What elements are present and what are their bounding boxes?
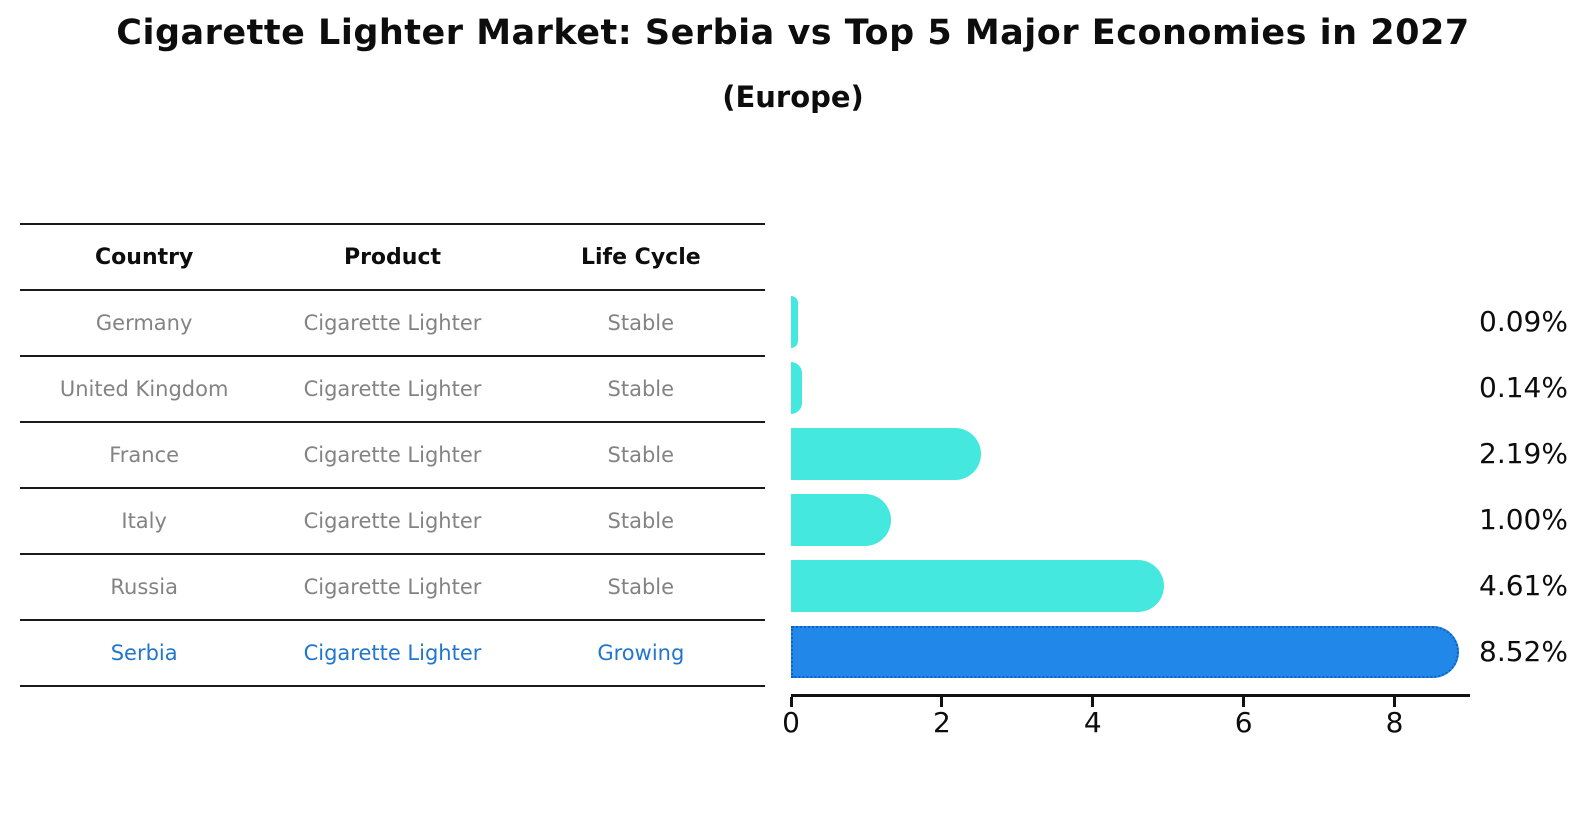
cell-country: Serbia bbox=[110, 641, 178, 665]
cell-country: Italy bbox=[121, 509, 167, 533]
table-row-russia: Russia Cigarette Lighter Stable bbox=[20, 555, 765, 621]
bar-value-label: 1.00% bbox=[1479, 503, 1568, 536]
bar-russia bbox=[791, 560, 1164, 612]
cell-product: Cigarette Lighter bbox=[303, 575, 482, 599]
bar-value-label: 2.19% bbox=[1479, 437, 1568, 470]
cell-country: United Kingdom bbox=[59, 377, 229, 401]
bar-value-label: 4.61% bbox=[1479, 569, 1568, 602]
cell-life-cycle: Stable bbox=[607, 443, 675, 467]
cell-product: Cigarette Lighter bbox=[303, 641, 482, 665]
x-axis-line bbox=[791, 694, 1470, 697]
x-axis-tick bbox=[1091, 697, 1095, 707]
bar-value-label: 0.14% bbox=[1479, 371, 1568, 404]
bar-germany bbox=[791, 296, 798, 348]
chart-title: Cigarette Lighter Market: Serbia vs Top … bbox=[116, 13, 1470, 53]
x-axis-tick-label: 6 bbox=[1234, 706, 1253, 739]
cell-life-cycle: Growing bbox=[597, 641, 685, 665]
table-header-row: Country Product Life Cycle bbox=[20, 225, 765, 291]
header-cell-country: Country bbox=[95, 244, 194, 270]
header-cell-product: Product bbox=[343, 244, 442, 270]
table-row-france: France Cigarette Lighter Stable bbox=[20, 423, 765, 489]
cell-life-cycle: Stable bbox=[607, 575, 675, 599]
cell-product: Cigarette Lighter bbox=[303, 443, 482, 467]
bar-italy bbox=[791, 494, 892, 546]
bar-value-label: 8.52% bbox=[1479, 635, 1568, 668]
x-axis-tick-label: 4 bbox=[1083, 706, 1102, 739]
x-axis-tick bbox=[940, 697, 944, 707]
cell-life-cycle: Stable bbox=[607, 377, 675, 401]
x-axis-tick-label: 0 bbox=[782, 706, 800, 739]
x-axis-tick bbox=[1393, 697, 1397, 707]
x-axis-tick bbox=[1242, 697, 1246, 707]
cell-country: Germany bbox=[95, 311, 193, 335]
table-rows: Germany Cigarette Lighter Stable United Kin… bbox=[20, 291, 765, 687]
bar-serbia bbox=[791, 626, 1459, 678]
cell-life-cycle: Stable bbox=[607, 509, 675, 533]
table-row-united-kingdom: United Kingdom Cigarette Lighter Stable bbox=[20, 357, 765, 423]
cell-country: France bbox=[109, 443, 180, 467]
table-row-serbia: Serbia Cigarette Lighter Growing bbox=[20, 621, 765, 687]
cell-country: Russia bbox=[110, 575, 178, 599]
cell-product: Cigarette Lighter bbox=[303, 377, 482, 401]
cell-product: Cigarette Lighter bbox=[303, 311, 482, 335]
chart-subtitle: (Europe) bbox=[722, 80, 864, 114]
table-row-italy: Italy Cigarette Lighter Stable bbox=[20, 489, 765, 555]
bar-france bbox=[791, 428, 982, 480]
header-cell-life-cycle: Life Cycle bbox=[580, 244, 701, 270]
x-axis-tick bbox=[789, 697, 793, 707]
bar-value-label: 0.09% bbox=[1479, 305, 1568, 338]
bar-united-kingdom bbox=[791, 362, 802, 414]
x-axis-tick-label: 2 bbox=[932, 706, 951, 739]
cell-product: Cigarette Lighter bbox=[303, 509, 482, 533]
cell-life-cycle: Stable bbox=[607, 311, 675, 335]
info-table: Country Product Life Cycle Germany Cigare… bbox=[20, 223, 765, 687]
x-axis-tick-label: 8 bbox=[1385, 706, 1404, 739]
table-row-germany: Germany Cigarette Lighter Stable bbox=[20, 291, 765, 357]
